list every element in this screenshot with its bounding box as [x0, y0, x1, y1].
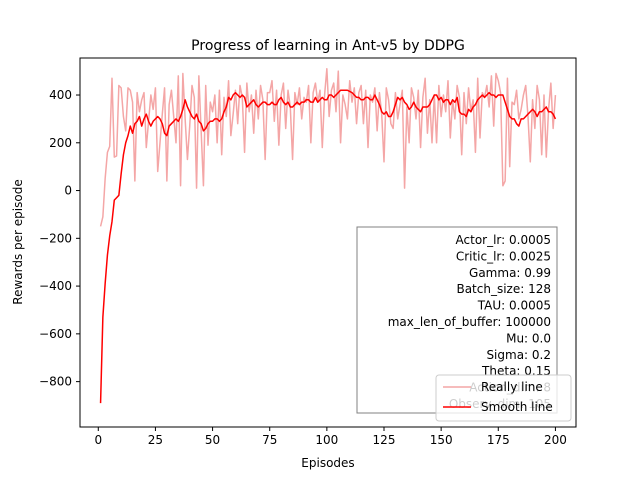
hyperparameter-line: Mu: 0.0	[506, 331, 551, 345]
x-tick-label: 25	[148, 433, 163, 447]
x-tick-label: 175	[487, 433, 510, 447]
y-tick-label: 0	[64, 184, 72, 198]
y-axis: −800 −600 −400 −200 0 200 400	[39, 88, 80, 389]
x-tick-label: 75	[262, 433, 277, 447]
hyperparameter-line: Batch_size: 128	[456, 282, 551, 296]
x-axis: 0 25 50 75 100 125 150 175 200	[94, 427, 567, 447]
x-tick-label: 150	[430, 433, 453, 447]
y-tick-label: 400	[49, 88, 72, 102]
plot-area: Actor_lr: 0.0005 Critic_lr: 0.0025 Gamma: …	[79, 57, 577, 428]
plot-frame	[79, 57, 577, 428]
x-axis-label: Episodes	[301, 456, 354, 470]
hyperparameter-line: Critic_lr: 0.0025	[456, 249, 551, 263]
y-tick-label: −200	[39, 231, 72, 245]
x-tick-label: 200	[544, 433, 567, 447]
x-tick-label: 50	[205, 433, 220, 447]
hyperparameter-line: TAU: 0.0005	[477, 299, 551, 313]
legend-label-smooth-line: Smooth line	[481, 400, 553, 414]
hyperparameter-line: Sigma: 0.2	[486, 348, 551, 362]
y-tick-label: −600	[39, 327, 72, 341]
x-tick-label: 125	[373, 433, 396, 447]
series-layer	[99, 68, 557, 404]
y-tick-label: 200	[49, 136, 72, 150]
chart-title: Progress of learning in Ant-v5 by DDPG	[191, 38, 465, 54]
legend: Really line Smooth line	[435, 374, 572, 422]
y-tick-label: −400	[39, 279, 72, 293]
hyperparameter-line: max_len_of_buffer: 100000	[388, 315, 551, 329]
series-line-smooth-line	[99, 89, 557, 404]
hyperparameter-line: Actor_lr: 0.0005	[456, 233, 551, 247]
x-tick-label: 100	[315, 433, 338, 447]
legend-label-really-line: Really line	[481, 380, 543, 394]
y-tick-label: −800	[39, 375, 72, 389]
y-axis-label: Rewards per episode	[11, 179, 25, 304]
series-line-really-line	[99, 68, 557, 227]
x-tick-label: 0	[94, 433, 102, 447]
hyperparameter-line: Gamma: 0.99	[469, 266, 551, 280]
